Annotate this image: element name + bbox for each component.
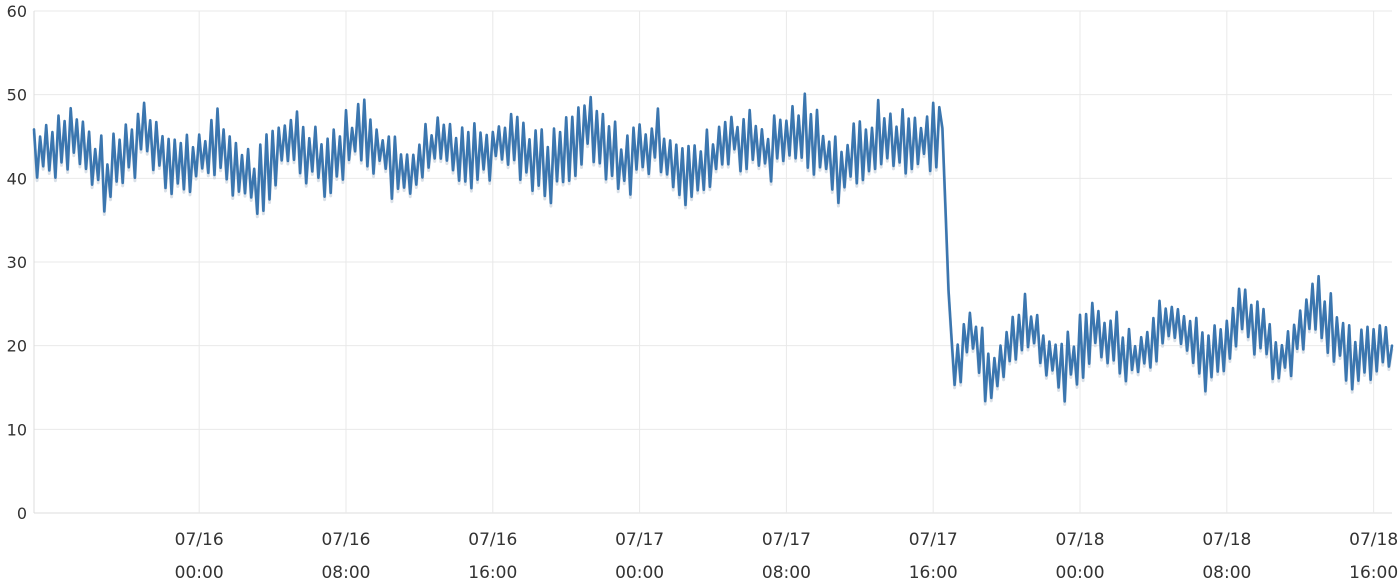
series-line bbox=[32, 92, 1394, 403]
series-layer bbox=[32, 92, 1394, 406]
y-tick-label: 0 bbox=[17, 504, 27, 523]
x-tick-time-label: 16:00 bbox=[468, 563, 517, 583]
x-tick-date-label: 07/18 bbox=[1349, 530, 1398, 550]
y-tick-label: 20 bbox=[7, 337, 27, 356]
y-tick-label: 10 bbox=[7, 420, 27, 439]
series-line-shadow bbox=[32, 95, 1394, 406]
y-tick-label: 50 bbox=[7, 86, 27, 105]
x-tick-date-label: 07/16 bbox=[468, 530, 517, 550]
y-tick-label: 40 bbox=[7, 169, 27, 188]
x-tick-time-label: 16:00 bbox=[1349, 563, 1398, 583]
x-tick-time-label: 00:00 bbox=[1056, 563, 1105, 583]
x-tick-date-label: 07/17 bbox=[909, 530, 958, 550]
grid-layer bbox=[33, 10, 1392, 514]
y-tick-label: 30 bbox=[7, 253, 27, 272]
x-tick-date-label: 07/16 bbox=[321, 530, 370, 550]
x-tick-date-label: 07/17 bbox=[615, 530, 664, 550]
x-tick-date-label: 07/16 bbox=[175, 530, 224, 550]
x-axis: 07/16 00:00 07/16 08:00 07/16 16:00 07/17 00:00… bbox=[175, 530, 1398, 583]
x-tick-time-label: 08:00 bbox=[1202, 563, 1251, 583]
x-tick-date-label: 07/18 bbox=[1056, 530, 1105, 550]
x-tick-date-label: 07/17 bbox=[762, 530, 811, 550]
y-axis: 0 10 20 30 40 50 60 bbox=[7, 2, 27, 523]
x-tick-time-label: 16:00 bbox=[909, 563, 958, 583]
x-tick-date-label: 07/18 bbox=[1202, 530, 1251, 550]
x-tick-time-label: 00:00 bbox=[175, 563, 224, 583]
y-tick-label: 60 bbox=[7, 2, 27, 21]
x-tick-time-label: 08:00 bbox=[321, 563, 370, 583]
x-tick-time-label: 00:00 bbox=[615, 563, 664, 583]
x-tick-time-label: 08:00 bbox=[762, 563, 811, 583]
